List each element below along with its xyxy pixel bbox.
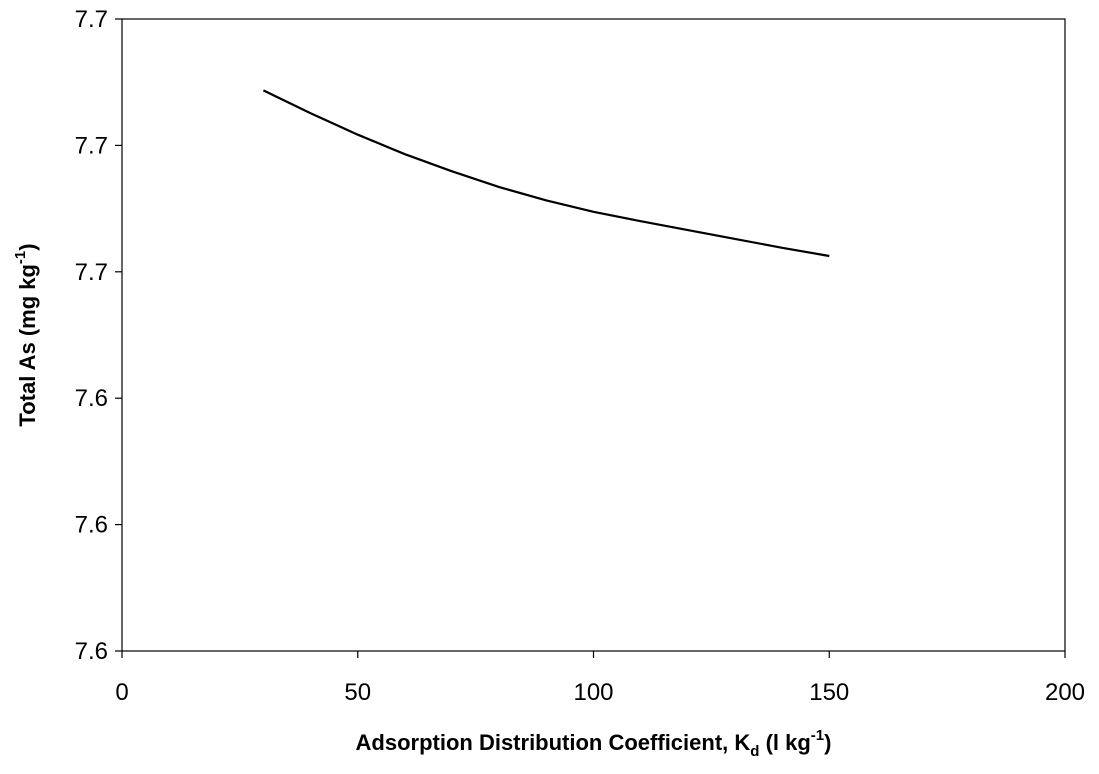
x-tick-label: 50 (344, 679, 371, 706)
y-axis: 7.6 7.6 7.6 7.7 7.7 7.7 (75, 6, 122, 665)
y-axis-title: Total As (mg kg-1) (12, 243, 40, 426)
y-axis-title-close: ) (15, 243, 40, 250)
y-tick-label: 7.7 (75, 6, 108, 33)
x-axis: 0 50 100 150 200 (115, 651, 1085, 706)
x-axis-title-main: Adsorption Distribution Coefficient, K (356, 730, 751, 755)
plot-area-frame (121, 18, 1066, 652)
x-axis-title-subscript: d (750, 743, 759, 760)
y-tick-label: 7.6 (75, 638, 108, 665)
series-line (262, 89, 830, 258)
y-axis-title-main: Total As (mg kg (15, 264, 40, 427)
y-tick-label: 7.7 (75, 259, 108, 286)
x-axis-title-close: ) (824, 730, 831, 755)
x-tick-label: 150 (809, 679, 849, 706)
x-tick-label: 0 (115, 679, 128, 706)
x-axis-title-superscript: -1 (811, 727, 824, 744)
y-tick-label: 7.7 (75, 132, 108, 159)
x-axis-title: Adsorption Distribution Coefficient, Kd … (356, 727, 832, 760)
x-axis-title-unit: (l kg (759, 730, 810, 755)
y-tick-label: 7.6 (75, 385, 108, 412)
x-tick-label: 100 (573, 679, 613, 706)
y-tick-label: 7.6 (75, 512, 108, 539)
series-layer (262, 89, 830, 258)
x-tick-label: 200 (1045, 679, 1085, 706)
y-axis-title-superscript: -1 (12, 251, 29, 264)
